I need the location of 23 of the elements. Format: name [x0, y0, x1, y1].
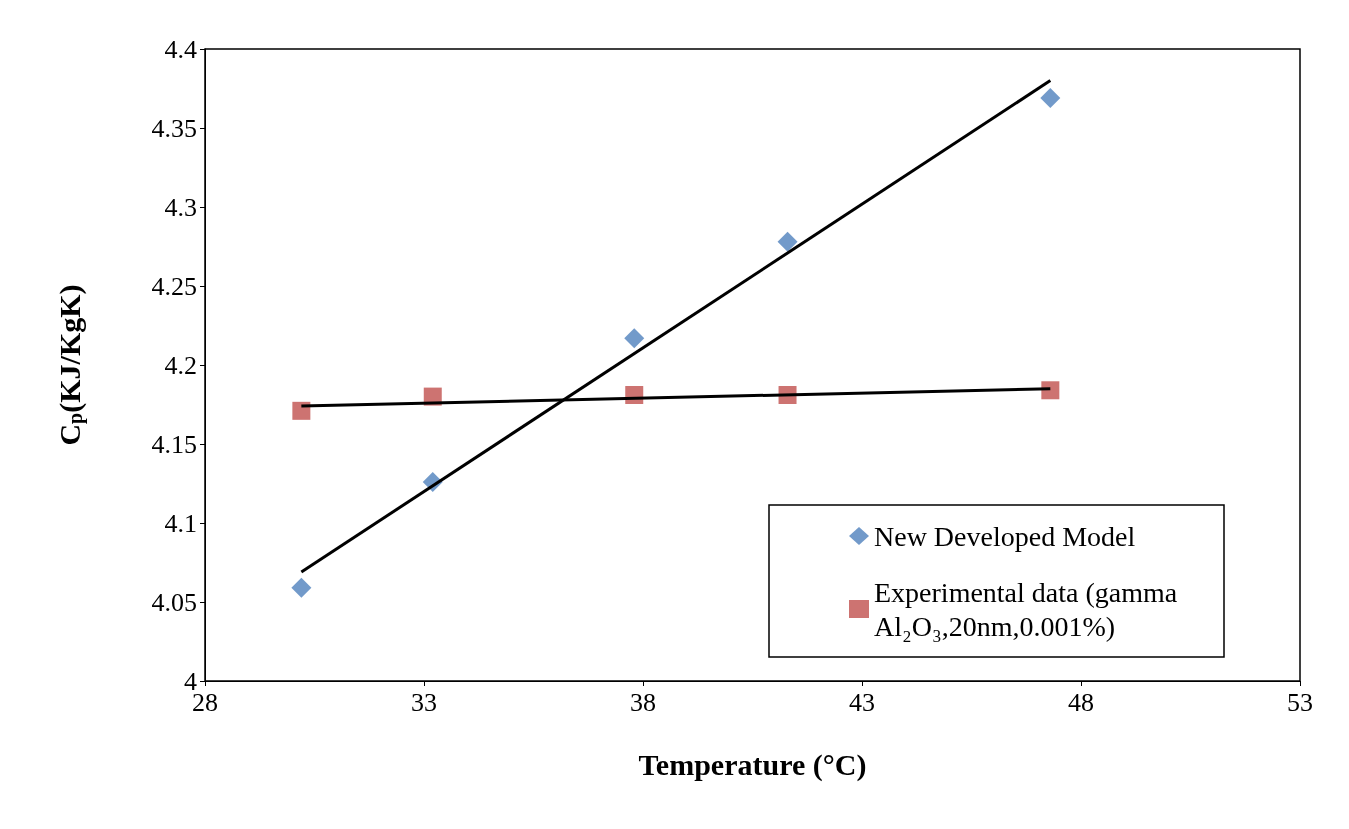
legend-label: New Developed Model: [874, 520, 1136, 552]
y-tick-label: 4.25: [151, 271, 197, 301]
point: [777, 231, 798, 252]
x-tick-label: 48: [1068, 687, 1094, 717]
legend-label: Experimental data (gamma Al₂O₃,20nm,0.001%): [874, 576, 1185, 642]
y-tick-label: 4.2: [164, 350, 197, 380]
point: [1040, 87, 1061, 108]
y-tick-label: 4.3: [164, 192, 197, 222]
x-tick-label: 53: [1287, 687, 1313, 717]
y-axis-title: Cp(KJ/KgK): [52, 284, 87, 446]
x-tick-label: 38: [630, 687, 656, 717]
point: [1041, 381, 1060, 400]
y-tick-label: 4.35: [151, 113, 197, 143]
x-tick-label: 33: [411, 687, 437, 717]
point: [291, 577, 312, 598]
point: [624, 328, 645, 349]
point: [292, 401, 311, 420]
y-tick-label: 4.4: [164, 34, 197, 64]
y-tick-label: 4.15: [151, 429, 197, 459]
y-tick-label: 4.1: [164, 508, 197, 538]
y-tick-label: 4.05: [151, 587, 197, 617]
x-tick-label: 43: [849, 687, 875, 717]
x-axis-title: Temperature (°C): [638, 747, 867, 782]
